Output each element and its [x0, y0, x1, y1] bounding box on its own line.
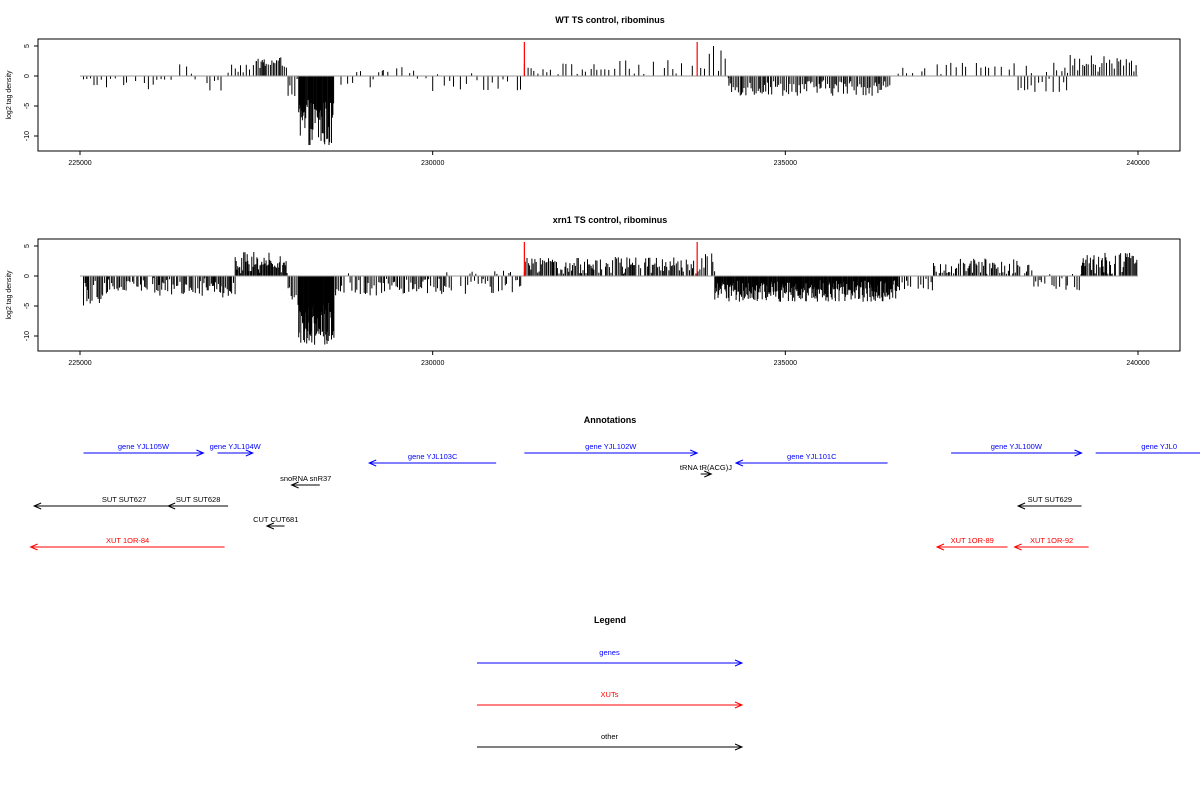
wt-x-axis: 225000 230000 235000 240000 — [68, 151, 1150, 167]
annotation-arrow-head — [1074, 449, 1083, 457]
annotation-label: gene YJL102W — [585, 442, 637, 451]
annotation-arrow-head — [166, 502, 176, 510]
xrn1-x-tick-label: 230000 — [421, 360, 444, 367]
xrn1-x-tick-label: 240000 — [1126, 360, 1149, 367]
annotation-arrow-head — [1016, 502, 1026, 510]
wt-track-title: WT TS control, ribominus — [555, 15, 665, 25]
annotation-label: snoRNA snR37 — [280, 474, 331, 483]
annotation-label: tRNA tR(ACG)J — [680, 463, 732, 472]
annotation-label: gene YJL101C — [787, 452, 837, 461]
annotation-label: gene YJL100W — [991, 442, 1043, 451]
xrn1-track-panel: xrn1 TS control, ribominus log2 tag dens… — [6, 215, 1181, 367]
xrn1-x-tick-label: 235000 — [774, 360, 797, 367]
annotation-gene-yjl104w: gene YJL104W — [210, 442, 262, 457]
xrn1-y-tick-label: 0 — [24, 274, 31, 278]
wt-y-tick-label: 5 — [24, 44, 31, 48]
annotation-gene-yjl0: gene YJL0 — [1095, 442, 1200, 454]
annotation-xut-1or-92: XUT 1OR-92 — [1013, 536, 1089, 551]
annotation-gene-yjl102w: gene YJL102W — [524, 442, 699, 457]
annotation-sut-sut629: SUT SUT629 — [1016, 495, 1082, 510]
xrn1-plot-frame — [37, 238, 1181, 352]
annotation-snorna-snr37: snoRNA snR37 — [280, 474, 331, 489]
annotations-panel: Annotations gene YJL105W gene YJL104Wgene… — [29, 415, 1200, 551]
xrn1-x-axis: 225000 230000 235000 240000 — [68, 351, 1150, 367]
wt-track-panel: WT TS control, ribominus log2 tag densit… — [6, 15, 1181, 167]
legend-item-other: other — [477, 732, 744, 751]
annotation-gene-yjl101c: gene YJL101C — [734, 452, 888, 467]
annotation-arrow-head — [704, 470, 713, 478]
annotation-gene-yjl103c: gene YJL103C — [367, 452, 497, 467]
annotation-arrow-head — [689, 449, 699, 457]
legend-item-genes: genes — [477, 648, 744, 667]
annotation-label: gene YJL103C — [408, 452, 458, 461]
annotation-label: gene YJL105W — [118, 442, 170, 451]
wt-y-axis-label: log2 tag density — [6, 70, 13, 120]
annotation-label: XUT 1OR-92 — [1030, 536, 1073, 545]
wt-y-tick-label: 0 — [24, 74, 31, 78]
annotation-arrow-head — [367, 459, 377, 467]
legend-label: XUTs — [601, 690, 619, 699]
annotation-arrow-head — [1013, 543, 1022, 551]
wt-y-tick-label: -5 — [24, 103, 31, 109]
wt-x-tick-label: 225000 — [68, 160, 91, 167]
legend-panel: Legend genes XUTs other — [477, 615, 744, 751]
annotation-arrow-head — [734, 459, 744, 467]
annotation-xut-1or-89: XUT 1OR-89 — [935, 536, 1008, 551]
annotation-label: XUT 1OR-84 — [106, 536, 149, 545]
xrn1-y-tick-label: 5 — [24, 244, 31, 248]
annotation-arrow-head — [32, 502, 42, 510]
xrn1-y-tick-label: -5 — [24, 303, 31, 309]
wt-x-tick-label: 240000 — [1126, 160, 1149, 167]
legend-swatch-arrow — [734, 659, 744, 667]
annotation-arrow-head — [29, 543, 38, 551]
xrn1-y-axis-label: log2 tag density — [6, 270, 13, 320]
wt-x-tick-label: 235000 — [774, 160, 797, 167]
annotation-label: SUT SUT629 — [1028, 495, 1072, 504]
legend-label: genes — [599, 648, 620, 657]
xrn1-y-axis: 5 0 -5 -10 — [24, 244, 38, 341]
xrn1-x-tick-label: 225000 — [68, 360, 91, 367]
annotation-arrow-head — [935, 543, 945, 551]
annotation-label: SUT SUT628 — [176, 495, 220, 504]
wt-plot-frame — [37, 38, 1181, 152]
legend-swatch-arrow — [734, 743, 744, 751]
annotation-label: XUT 1OR-89 — [951, 536, 994, 545]
legend-item-xuts: XUTs — [477, 690, 744, 709]
annotation-label: CUT CUT681 — [253, 515, 298, 524]
annotation-arrow-head — [290, 481, 299, 489]
annotation-features: gene YJL105W gene YJL104W gene YJL103C gene… — [29, 442, 1200, 551]
annotation-label: gene YJL0 — [1141, 442, 1177, 451]
annotation-arrow-head — [196, 449, 205, 457]
wt-bars — [83, 46, 1137, 145]
annotation-label: gene YJL104W — [210, 442, 262, 451]
wt-y-axis: 5 0 -5 -10 — [24, 44, 38, 141]
legend-swatch-arrow — [734, 701, 744, 709]
annotations-title: Annotations — [584, 415, 637, 425]
legend-title: Legend — [594, 615, 626, 625]
xrn1-track-title: xrn1 TS control, ribominus — [553, 215, 668, 225]
xrn1-y-tick-label: -10 — [24, 331, 31, 341]
annotation-sut-sut628: SUT SUT628 — [166, 495, 229, 510]
annotation-label: SUT SUT627 — [102, 495, 146, 504]
annotation-gene-yjl100w: gene YJL100W — [951, 442, 1083, 457]
wt-y-tick-label: -10 — [24, 131, 31, 141]
annotation-cut-cut681: CUT CUT681 — [253, 515, 298, 530]
legend-entries: genes XUTs other — [477, 648, 744, 751]
legend-label: other — [601, 732, 619, 741]
annotation-xut-1or-84: XUT 1OR-84 — [29, 536, 225, 551]
annotation-arrow-head — [245, 449, 255, 457]
annotation-arrow-head — [265, 522, 275, 530]
xrn1-bars — [83, 252, 1138, 345]
annotation-gene-yjl105w: gene YJL105W — [83, 442, 205, 457]
wt-x-tick-label: 230000 — [421, 160, 444, 167]
annotation-trna-tr-acg-j: tRNA tR(ACG)J — [680, 463, 732, 478]
